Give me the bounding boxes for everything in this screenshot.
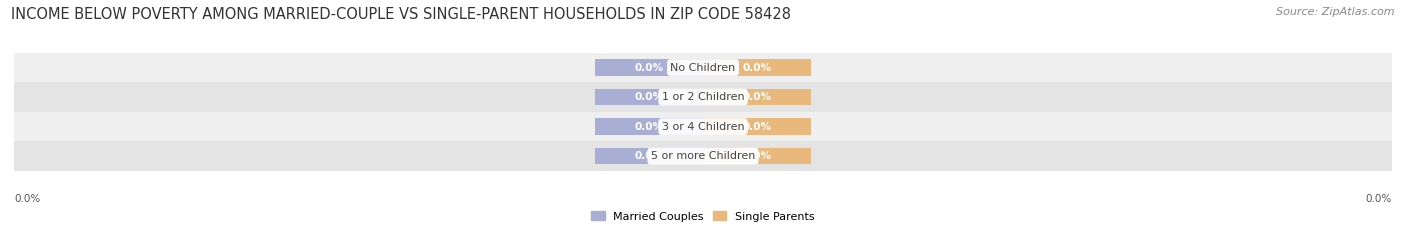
Text: 0.0%: 0.0% [634,122,664,132]
Bar [595,148,703,164]
Text: No Children: No Children [671,62,735,72]
Text: 0.0%: 0.0% [742,62,772,72]
Text: 3 or 4 Children: 3 or 4 Children [662,122,744,132]
Text: 0.0%: 0.0% [634,62,664,72]
Bar [703,89,811,105]
Legend: Married Couples, Single Parents: Married Couples, Single Parents [588,208,818,225]
Bar [703,148,811,164]
Text: 0.0%: 0.0% [14,194,41,204]
Bar [14,141,1392,171]
Bar [703,119,811,135]
Bar [14,53,1392,82]
Text: INCOME BELOW POVERTY AMONG MARRIED-COUPLE VS SINGLE-PARENT HOUSEHOLDS IN ZIP COD: INCOME BELOW POVERTY AMONG MARRIED-COUPL… [11,7,792,22]
Text: 1 or 2 Children: 1 or 2 Children [662,92,744,102]
Bar [595,59,703,76]
Text: 0.0%: 0.0% [742,92,772,102]
Text: Source: ZipAtlas.com: Source: ZipAtlas.com [1277,7,1395,17]
Bar [14,82,1392,112]
Text: 0.0%: 0.0% [634,151,664,161]
Bar [595,119,703,135]
Text: 0.0%: 0.0% [1365,194,1392,204]
Text: 0.0%: 0.0% [742,122,772,132]
Text: 0.0%: 0.0% [634,92,664,102]
Bar [703,59,811,76]
Text: 0.0%: 0.0% [742,151,772,161]
Bar [595,89,703,105]
Bar [14,112,1392,141]
Text: 5 or more Children: 5 or more Children [651,151,755,161]
